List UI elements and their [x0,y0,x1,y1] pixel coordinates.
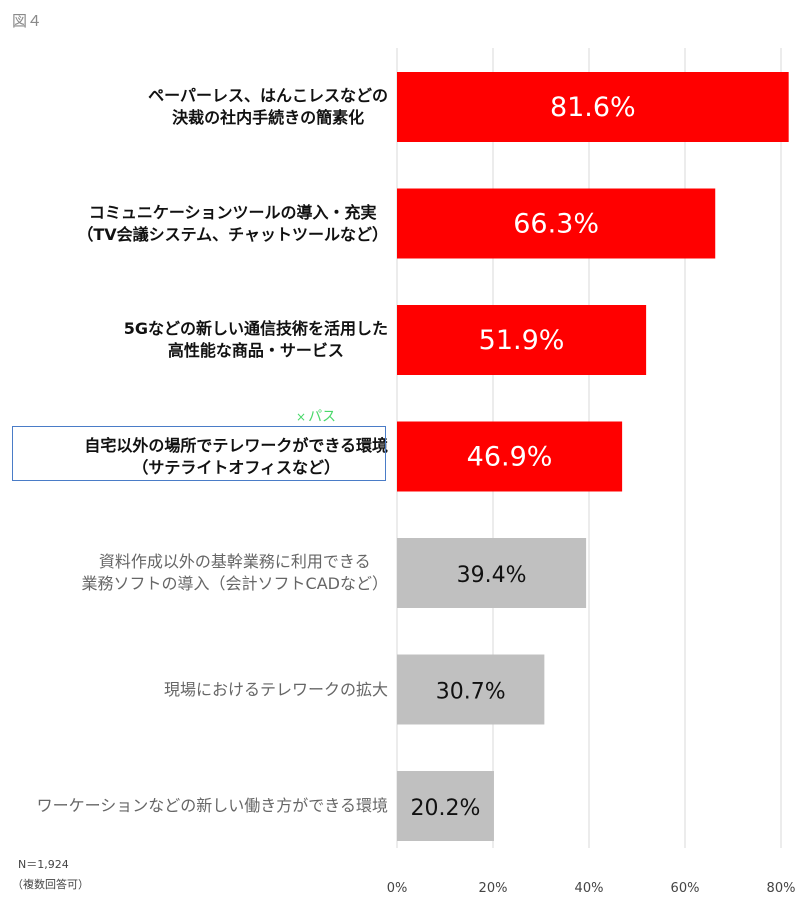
bar [397,654,545,725]
bar-value-label: 30.7% [436,680,506,705]
multiple-answer-note: （複数回答可） [12,878,89,891]
category-label-line: 決裁の社内手続きの簡素化 [172,108,365,127]
bar-value-label: 39.4% [457,563,527,588]
sample-size-note: N＝1,924 [18,858,69,871]
category-label: 現場におけるテレワークの拡大 [164,679,388,701]
x-tick-label: 60% [671,881,700,896]
bar-value-label: 51.9% [479,325,565,356]
bar-value-label: 20.2% [411,796,481,821]
category-label: 5Gなどの新しい通信技術を活用した 高性能な商品・サービス [124,318,388,362]
category-label-line: （TV会議システム、チャットツールなど） [77,224,388,244]
annotation: × パス [296,406,336,426]
bar [397,421,623,492]
x-tick-label: 80% [767,881,796,896]
category-label: 自宅以外の場所でテレワークができる環境 （サテライトオフィスなど） [84,435,388,479]
highlight-box [12,426,386,481]
bar [397,72,789,142]
category-label: ワーケーションなどの新しい働き方ができる環境 [37,795,388,817]
bar [397,538,587,608]
category-label-line: 資料作成以外の基幹業務に利用できる [98,552,371,571]
category-label-line: （サテライトオフィスなど） [132,457,340,477]
category-label: ペーパーレス、はんこレスなどの 決裁の社内手続きの簡素化 [148,85,388,129]
bar-value-label: 81.6% [550,92,636,123]
x-tick-label: 0% [387,881,408,896]
cross-icon: × [296,410,307,424]
category-label-line: コミュニケーションツールの導入・充実 [88,202,377,222]
bar [397,305,647,375]
bar [397,771,494,841]
figure-label: 図４ [12,12,43,30]
category-label-line: 高性能な商品・サービス [167,341,344,360]
category-label-line: ペーパーレス、はんこレスなどの [148,86,388,105]
category-label: 資料作成以外の基幹業務に利用できる 業務ソフトの導入（会計ソフトCADなど） [82,551,388,595]
category-label: コミュニケーションツールの導入・充実 （TV会議システム、チャットツールなど） [77,202,388,246]
category-label-line: 自宅以外の場所でテレワークができる環境 [84,435,388,455]
bar-value-label: 66.3% [513,209,599,240]
category-label-line: 業務ソフトの導入（会計ソフトCADなど） [81,574,388,593]
category-label-line: ワーケーションなどの新しい働き方ができる環境 [36,796,388,815]
x-tick-label: 20% [479,881,508,896]
bar-value-label: 46.9% [467,442,553,473]
annotation-text: パス [308,409,337,425]
category-label-line: 現場におけるテレワークの拡大 [163,679,388,699]
bar [397,188,716,259]
category-label-line: 5Gなどの新しい通信技術を活用した [123,319,388,338]
x-tick-label: 40% [575,881,604,896]
